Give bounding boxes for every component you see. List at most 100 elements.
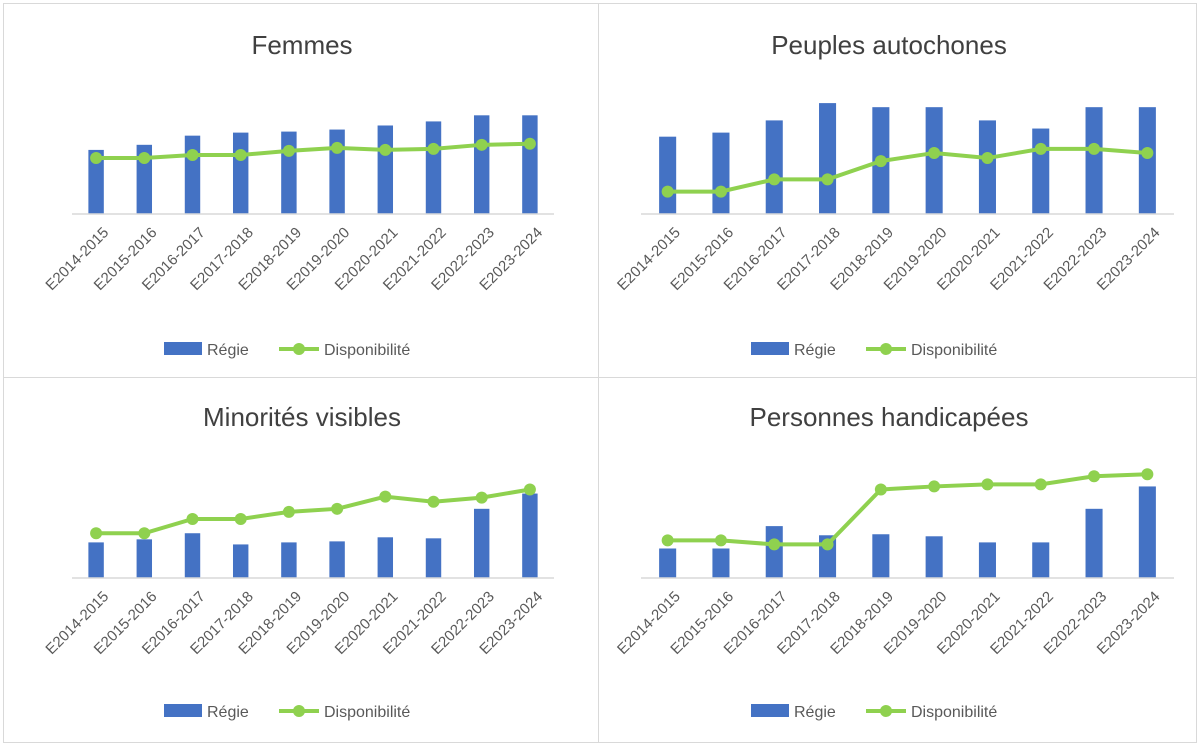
point-disponibilite-E2018-2019 [282,505,295,518]
point-disponibilite-E2017-2018 [821,173,834,186]
bar-regie-E2016-2017 [765,526,783,578]
chart-title: Personnes handicapées [750,402,1029,432]
bar-regie-E2015-2016 [136,539,153,578]
point-disponibilite-E2019-2020 [331,141,344,154]
chart-svg: Peuples autochonesE2014-2015E2015-2016E2… [614,30,1174,359]
point-disponibilite-E2021-2022 [427,495,440,508]
point-disponibilite-E2014-2015 [90,152,103,165]
point-disponibilite-E2015-2016 [714,534,727,547]
point-disponibilite-E2017-2018 [234,148,247,161]
bar-regie-E2021-2022 [1032,542,1050,578]
point-disponibilite-E2014-2015 [661,185,674,198]
point-disponibilite-E2014-2015 [90,527,103,540]
bar-regie-E2018-2019 [281,542,297,578]
legend-bar-swatch [164,342,202,355]
legend-bar-swatch [164,704,202,717]
bar-regie-E2018-2019 [281,131,297,214]
point-disponibilite-E2022-2023 [475,138,488,151]
chart-title: Peuples autochones [771,30,1007,60]
point-disponibilite-E2017-2018 [821,538,834,551]
bar-regie-E2015-2016 [712,548,730,578]
bar-regie-E2022-2023 [473,115,490,214]
bar-regie-E2014-2015 [659,136,677,214]
line-disponibilite [667,472,1148,547]
bar-regie-E2022-2023 [1085,107,1103,214]
bar-regie-E2023-2024 [522,493,538,578]
legend-bar-swatch [751,704,789,717]
point-disponibilite-E2020-2021 [379,490,392,503]
bar-regie-E2020-2021 [978,120,996,214]
point-disponibilite-E2019-2020 [928,480,941,493]
point-disponibilite-E2023-2024 [523,137,536,150]
bar-regie-E2020-2021 [978,542,996,578]
bar-regie-E2014-2015 [88,542,104,578]
point-disponibilite-E2019-2020 [928,146,941,159]
bar-regie-E2019-2020 [925,107,943,214]
chart-svg: Minorités visiblesE2014-2015E2015-2016E2… [42,402,554,721]
bar-regie-E2023-2024 [1138,107,1156,214]
point-disponibilite-E2018-2019 [874,483,887,496]
point-disponibilite-E2020-2021 [981,478,994,491]
point-disponibilite-E2015-2016 [138,152,151,165]
legend-label-regie: Régie [207,704,249,721]
point-disponibilite-E2022-2023 [1088,470,1101,483]
bar-regie-E2021-2022 [425,538,442,578]
bar-regie-E2016-2017 [184,533,201,578]
chart-panel-0: Femmes E2014-2015 E2015-2016 E2016-2017 E201… [3,3,599,378]
point-disponibilite-E2023-2024 [1141,468,1154,481]
point-disponibilite-E2020-2021 [981,152,994,165]
bar-regie-E2021-2022 [425,121,442,214]
point-disponibilite-E2023-2024 [1141,146,1154,159]
bar-regie-E2020-2021 [377,125,394,214]
point-disponibilite-E2022-2023 [1088,142,1101,155]
point-disponibilite-E2015-2016 [138,527,151,540]
point-disponibilite-E2019-2020 [331,502,344,515]
legend-label-disponibilite: Disponibilité [911,342,997,359]
bar-regie-E2016-2017 [765,120,783,214]
bar-regie-E2015-2016 [712,132,730,214]
legend-line-marker [880,343,892,355]
point-disponibilite-E2018-2019 [874,155,887,168]
point-disponibilite-E2016-2017 [768,538,781,551]
bar-regie-E2019-2020 [925,536,943,578]
bar-regie-E2022-2023 [1085,508,1103,578]
point-disponibilite-E2022-2023 [475,491,488,504]
bar-regie-E2017-2018 [232,132,249,214]
point-disponibilite-E2020-2021 [379,143,392,156]
chart-svg: Personnes handicapéesE2014-2015E2015-201… [614,402,1174,721]
chart-svg: FemmesE2014-2015E2015-2016E2016-2017E201… [42,30,554,359]
legend-label-regie: Régie [207,342,249,359]
point-disponibilite-E2021-2022 [427,142,440,155]
chart-panel-2: Minorités visibles E2014-2015 E2015-2016 E2… [3,377,599,743]
chart-panel-3: Personnes handicapées E2014-2015 E2015-201… [598,377,1197,743]
bar-regie-E2017-2018 [232,544,249,578]
legend-bar-swatch [751,342,789,355]
legend-label-disponibilite: Disponibilité [911,704,997,721]
legend-label-regie: Régie [794,704,836,721]
bar-regie-E2016-2017 [184,135,201,214]
point-disponibilite-E2021-2022 [1034,478,1047,491]
legend-label-disponibilite: Disponibilité [324,342,410,359]
point-disponibilite-E2018-2019 [282,144,295,157]
bar-regie-E2017-2018 [819,103,837,214]
legend-label-disponibilite: Disponibilité [324,704,410,721]
chart-title: Minorités visibles [203,402,401,432]
line-disponibilite [96,141,530,161]
bar-regie-E2014-2015 [88,149,104,214]
legend-line-marker [293,343,305,355]
bar-regie-E2020-2021 [377,537,394,578]
bar-regie-E2018-2019 [872,534,890,578]
legend-label-regie: Régie [794,342,836,359]
bar-regie-E2023-2024 [1138,486,1156,578]
point-disponibilite-E2014-2015 [661,534,674,547]
bar-regie-E2021-2022 [1032,128,1050,214]
line-disponibilite [667,146,1148,194]
bar-regie-E2014-2015 [659,548,677,578]
point-disponibilite-E2017-2018 [234,512,247,525]
bar-regie-E2022-2023 [473,508,490,578]
point-disponibilite-E2016-2017 [768,173,781,186]
bar-regie-E2023-2024 [522,115,538,214]
point-disponibilite-E2021-2022 [1034,142,1047,155]
chart-title: Femmes [251,30,352,60]
line-disponibilite [96,487,531,536]
